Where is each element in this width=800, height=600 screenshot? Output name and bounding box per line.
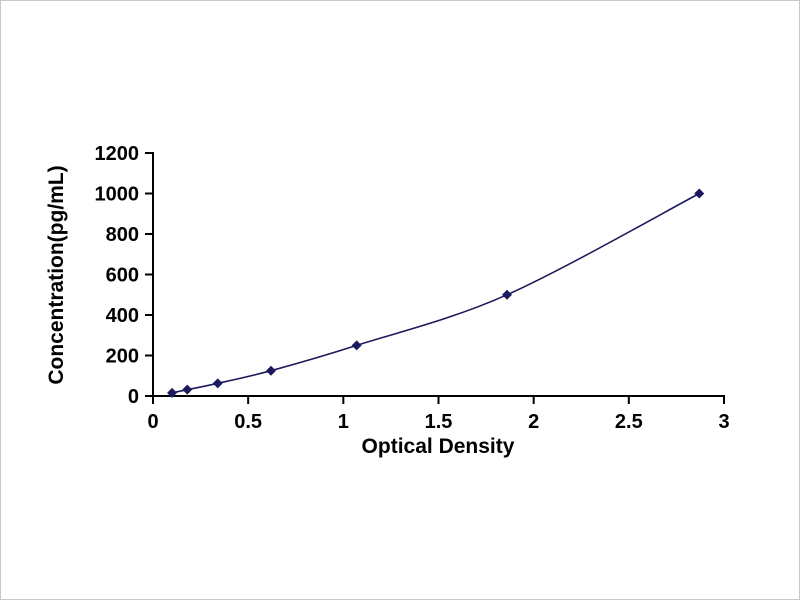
y-axis-label: Concentration(pg/mL) xyxy=(45,165,68,384)
data-point-marker xyxy=(182,384,193,395)
data-point-marker xyxy=(167,387,178,398)
data-point-marker xyxy=(266,365,277,376)
axes xyxy=(152,152,725,397)
x-tick-label: 0 xyxy=(147,411,158,433)
x-tick-label: 3 xyxy=(718,411,729,433)
data-point-marker xyxy=(502,289,513,300)
y-tick-label: 1000 xyxy=(95,184,140,206)
y-tick-label: 1200 xyxy=(95,143,140,165)
data-point-marker xyxy=(694,188,705,199)
data-point-marker xyxy=(351,340,362,351)
x-tick-label: 1 xyxy=(338,411,349,433)
data-point-marker xyxy=(212,378,223,389)
y-tick-label: 800 xyxy=(106,224,139,246)
y-tick-label: 0 xyxy=(128,386,139,408)
y-tick-label: 600 xyxy=(106,265,139,287)
x-tick-label: 1.5 xyxy=(425,411,453,433)
tick-marks-and-labels: 0 0.5 1 1.5 2 2.5 3 0 200 400 600 800 1000 1200 xyxy=(95,143,730,433)
series-line xyxy=(171,192,700,394)
y-tick-label: 200 xyxy=(106,346,139,368)
x-tick-label: 0.5 xyxy=(234,411,262,433)
x-axis-label: Optical Density xyxy=(362,435,515,458)
y-tick-label: 400 xyxy=(106,305,139,327)
x-tick-label: 2.5 xyxy=(615,411,643,433)
data-series xyxy=(167,188,705,398)
x-tick-label: 2 xyxy=(528,411,539,433)
